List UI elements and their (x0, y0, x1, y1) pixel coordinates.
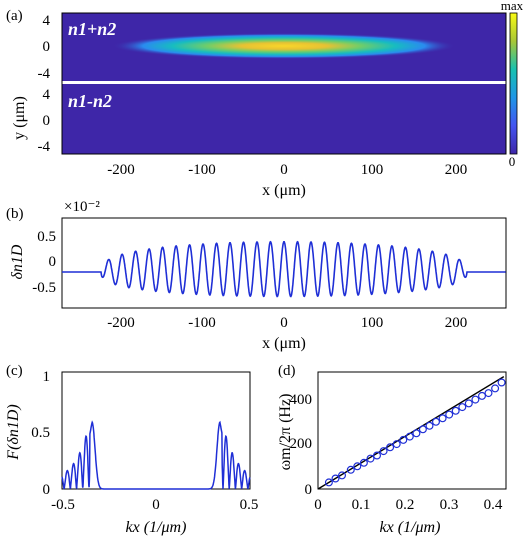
data-point (392, 440, 401, 449)
y-tick: 400 (290, 392, 313, 408)
spectrum-line (61, 420, 251, 490)
x-tick: 100 (361, 315, 384, 331)
panel-d-xlabel: kx (1/μm) (380, 519, 441, 536)
panel-a-label: (a) (6, 8, 23, 24)
data-point (471, 395, 480, 404)
x-tick: 0.5 (240, 497, 259, 513)
colorbar-min: 0 (509, 154, 516, 169)
data-point (359, 458, 368, 467)
heatmap-bottom (62, 84, 506, 154)
panel-a-ylabel: y (μm) (11, 96, 28, 140)
data-point (432, 417, 441, 426)
data-point (484, 389, 493, 398)
y-tick: 0 (43, 482, 51, 498)
dispersion-points (324, 378, 506, 487)
x-tick: 0 (314, 497, 322, 513)
panel-b-ylabel: δn1D (9, 244, 26, 279)
panel-d: (d) 400 200 0 ωm/2π (Hz) 0 0.1 0.2 0.3 0… (277, 363, 507, 536)
x-tick: -100 (188, 315, 216, 331)
y-tick: -0.5 (32, 280, 56, 296)
x-tick: 0 (152, 497, 160, 513)
data-point (412, 429, 421, 438)
panel-b-label: (b) (6, 206, 24, 222)
heatmap-divider (62, 81, 506, 84)
heatmap-top-label: n1+n2 (68, 19, 116, 39)
data-point (379, 447, 388, 456)
x-tick: 0.3 (440, 497, 459, 513)
panel-d-label: (d) (278, 363, 296, 379)
x-tick: 100 (361, 162, 384, 178)
panel-d-ylabel: ωm/2π (Hz) (277, 394, 294, 471)
y-tick: 200 (290, 436, 313, 452)
y-tick: 0 (43, 113, 51, 129)
panel-a: (a) n1+n2 n1-n2 4 0 -4 4 0 -4 y (μm) -20… (6, 0, 524, 199)
y-tick: 0 (43, 39, 51, 55)
heatmap-frame (61, 12, 507, 155)
data-point (425, 421, 434, 430)
heatmap-bottom-label: n1-n2 (68, 91, 112, 111)
y-tick: 1 (43, 369, 51, 385)
x-tick: -200 (107, 315, 135, 331)
y-tick: 0.5 (31, 425, 50, 441)
panel-c-label: (c) (6, 363, 23, 379)
data-point (458, 403, 467, 412)
data-point (418, 425, 427, 434)
x-tick: 0.4 (484, 497, 503, 513)
panel-d-frame (317, 371, 507, 490)
condensate-density (112, 33, 456, 59)
x-tick: -100 (188, 162, 216, 178)
y-tick: -4 (38, 66, 51, 82)
panel-c-xlabel: kx (1/μm) (126, 519, 187, 536)
data-point (464, 399, 473, 408)
data-point (451, 406, 460, 415)
data-point (346, 465, 355, 474)
y-tick: 0 (305, 482, 313, 498)
data-point (353, 462, 362, 471)
data-point (405, 432, 414, 441)
panel-d-xticks: 0 0.1 0.2 0.3 0.4 (314, 497, 503, 513)
y-tick: 0 (49, 254, 57, 270)
x-tick: 0.1 (352, 497, 371, 513)
panel-a-xlabel: x (μm) (262, 182, 306, 199)
panel-c-ylabel: F(δn1D) (5, 404, 22, 460)
x-tick: 200 (445, 315, 468, 331)
data-point (445, 410, 454, 419)
panel-b-xticks: -200 -100 0 100 200 (107, 315, 467, 331)
data-point (338, 471, 347, 480)
y-tick: 0.5 (37, 229, 56, 245)
data-point (386, 443, 395, 452)
panel-b: (b) ×10⁻² 0.5 0 -0.5 δn1D -200 -100 0 10… (6, 199, 507, 352)
data-point (497, 378, 506, 387)
data-point (324, 478, 333, 487)
x-tick: -200 (107, 162, 135, 178)
panel-b-xlabel: x (μm) (262, 335, 306, 352)
data-point (399, 435, 408, 444)
data-point (478, 391, 487, 400)
colorbar-max: max (501, 0, 524, 13)
panel-b-frame (61, 217, 507, 309)
x-tick: -0.5 (51, 497, 75, 513)
y-tick: -4 (38, 139, 51, 155)
x-tick: 0.2 (396, 497, 415, 513)
panel-a-xticks: -200 -100 0 100 200 (107, 162, 467, 178)
data-point (491, 384, 500, 393)
data-point (438, 414, 447, 423)
y-tick: 4 (43, 87, 51, 103)
data-point (331, 474, 340, 483)
x-tick: 200 (445, 162, 468, 178)
y-tick: 4 (43, 13, 51, 29)
panel-b-scale: ×10⁻² (64, 199, 100, 215)
panel-c: (c) 1 0.5 0 F(δn1D) -0.5 0 0.5 kx (1/μm) (5, 363, 258, 536)
density-fluctuation-line (62, 240, 506, 298)
colorbar (509, 12, 518, 155)
x-tick: 0 (280, 315, 288, 331)
data-point (373, 451, 382, 460)
x-tick: 0 (280, 162, 288, 178)
data-point (366, 454, 375, 463)
